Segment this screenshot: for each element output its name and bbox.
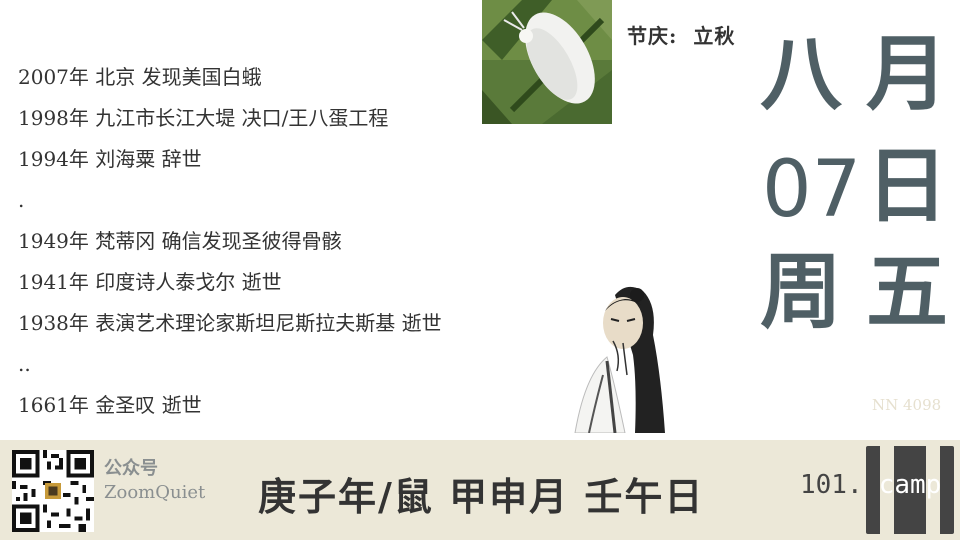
day-number: 07 (762, 145, 862, 235)
event-line: 1941年 印度诗人泰戈尔 逝世 (18, 270, 282, 294)
week-label: 周 (760, 244, 843, 340)
account-name: ZoomQuiet (104, 482, 206, 503)
brand-prefix: 101. (800, 470, 863, 500)
event-line: 1998年 九江市长江大堤 决口/王八蛋工程 (18, 106, 389, 130)
brand-text: camp (878, 470, 942, 500)
event-line: .. (18, 352, 31, 376)
event-line: 2007年 北京 发现美国白蛾 (18, 65, 262, 89)
month-char: 八 (760, 26, 843, 122)
event-line: 1949年 梵蒂冈 确信发现圣彼得骨骸 (18, 229, 342, 253)
festival-label: 节庆: (627, 24, 678, 48)
festival-line: 节庆: 立秋 (627, 20, 735, 49)
footer-bar: 公众号 ZoomQuiet 庚子年/鼠 甲申月 壬午日 101. camp (0, 440, 960, 540)
week-day: 五 (866, 244, 949, 340)
qr-code[interactable] (12, 450, 94, 532)
month-label: 月 (866, 26, 949, 122)
ganzhi-date: 庚子年/鼠 甲申月 壬午日 (258, 474, 705, 519)
history-events: 2007年 北京 发现美国白蛾 1998年 九江市长江大堤 决口/王八蛋工程 1… (18, 60, 558, 429)
event-line: 1938年 表演艺术理论家斯坦尼斯拉夫斯基 逝世 (18, 311, 442, 335)
festival-value: 立秋 (693, 24, 736, 48)
day-label: 日 (866, 138, 949, 234)
brand-logo[interactable]: camp (866, 446, 954, 534)
moth-photo (482, 0, 612, 124)
event-line: 1994年 刘海粟 辞世 (18, 147, 202, 171)
account-label: 公众号 (104, 458, 158, 479)
serial-number: NN 4098 (872, 396, 942, 414)
sage-portrait (574, 286, 665, 433)
event-line: . (18, 188, 25, 212)
event-line: 1661年 金圣叹 逝世 (18, 393, 202, 417)
